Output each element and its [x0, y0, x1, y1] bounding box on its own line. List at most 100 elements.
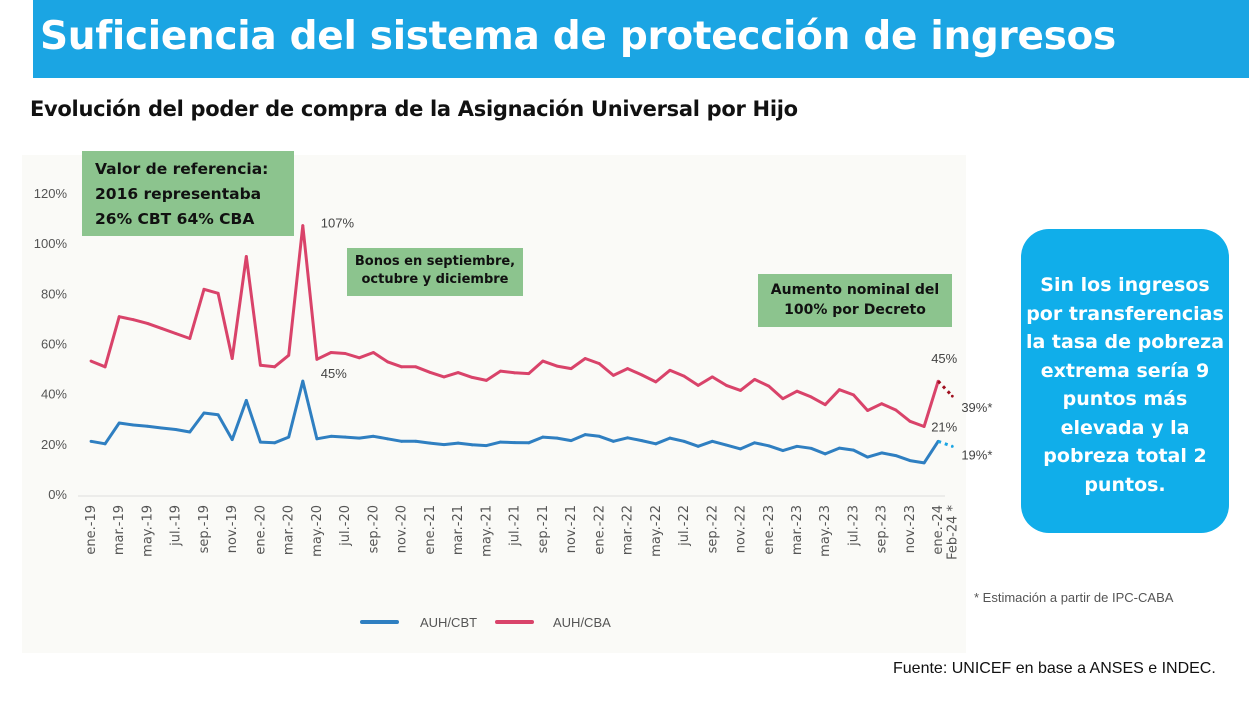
data-point — [767, 384, 771, 388]
x-tick-label: mar.-23 — [790, 505, 805, 555]
data-point — [880, 402, 884, 406]
x-tick-label: jul.-23 — [846, 505, 861, 547]
data-point — [809, 395, 813, 399]
data-point — [753, 441, 757, 445]
data-point — [922, 461, 926, 465]
y-tick-label: 0% — [48, 487, 67, 502]
annotation-line: Aumento nominal del — [770, 282, 940, 298]
x-tick-label: sep.-22 — [705, 505, 720, 553]
data-point — [414, 439, 418, 443]
data-point — [597, 434, 601, 438]
annotation-line: Valor de referencia: — [95, 160, 269, 178]
data-point — [767, 444, 771, 448]
data-point — [188, 430, 192, 434]
data-point — [781, 449, 785, 453]
data-point — [894, 454, 898, 458]
x-tick-label: ene.-20 — [253, 505, 268, 555]
data-point-estimate — [950, 444, 954, 448]
data-point — [626, 436, 629, 440]
y-tick-label: 60% — [41, 337, 67, 352]
x-tick-label: sep.-23 — [875, 505, 890, 553]
x-tick-label: nov.-23 — [903, 505, 918, 553]
y-tick-label: 40% — [41, 387, 67, 402]
data-point — [202, 287, 206, 291]
data-label: 21% — [931, 419, 957, 434]
data-point — [710, 439, 714, 443]
x-tick-label: nov.-19 — [225, 505, 240, 553]
data-point — [654, 380, 658, 384]
title-bar — [33, 0, 1249, 78]
data-point — [146, 424, 149, 428]
data-point — [400, 365, 404, 369]
x-tick-label: may.-23 — [818, 505, 833, 557]
data-point — [117, 315, 121, 319]
data-point — [725, 443, 728, 447]
legend-label: AUH/CBT — [420, 615, 477, 630]
data-point — [89, 439, 93, 443]
data-point — [527, 441, 531, 445]
data-point — [470, 443, 474, 447]
data-point — [103, 365, 107, 369]
data-point — [922, 425, 926, 428]
data-label: 107% — [321, 216, 355, 231]
data-point — [202, 411, 206, 415]
data-point-estimate — [950, 394, 954, 398]
data-point — [160, 327, 164, 330]
data-point — [626, 367, 629, 370]
data-point — [555, 436, 559, 440]
data-point — [230, 438, 234, 441]
data-point — [343, 435, 347, 439]
x-tick-label: may.-22 — [649, 505, 664, 557]
data-point — [188, 337, 192, 340]
data-point — [244, 255, 248, 258]
data-point — [555, 364, 559, 368]
data-point — [541, 359, 545, 363]
data-point — [174, 428, 178, 431]
data-point — [259, 363, 262, 367]
data-point — [583, 433, 587, 436]
data-label: 45% — [931, 351, 957, 366]
estimate-line — [937, 439, 953, 448]
x-tick-label: may.-21 — [479, 505, 494, 557]
data-point — [696, 444, 700, 448]
data-point — [230, 357, 234, 360]
data-point — [837, 446, 841, 450]
annotation-reference-value: Valor de referencia: 2016 representaba 2… — [82, 151, 294, 236]
data-point — [216, 413, 220, 417]
data-point — [273, 365, 276, 369]
data-point — [668, 368, 672, 372]
x-tick-label: jul.-20 — [338, 505, 353, 547]
data-point — [781, 397, 785, 401]
annotation-nominal-increase: Aumento nominal del 100% por Decreto — [758, 274, 952, 327]
data-point — [795, 444, 799, 448]
x-tick-label: mar.-19 — [112, 505, 127, 555]
data-point — [442, 375, 446, 379]
data-label: 39%* — [961, 400, 992, 415]
data-point — [428, 441, 432, 445]
data-point — [696, 383, 700, 387]
data-point — [499, 440, 502, 444]
data-point — [682, 374, 686, 378]
annotation-bonuses: Bonos en septiembre, octubre y diciembre — [347, 248, 523, 296]
data-point — [357, 436, 361, 440]
data-point — [739, 389, 742, 392]
estimate-footnote: * Estimación a partir de IPC-CABA — [974, 590, 1174, 605]
data-point — [315, 437, 319, 441]
annotation-line: octubre y diciembre — [361, 272, 509, 287]
data-point — [880, 451, 884, 455]
x-tick-label: ene.-22 — [592, 505, 607, 555]
legend-label: AUH/CBA — [553, 615, 611, 630]
data-point — [386, 437, 389, 441]
data-point — [569, 439, 573, 442]
data-label: 19%* — [961, 447, 992, 462]
data-point — [894, 408, 898, 412]
data-point — [244, 399, 248, 402]
x-tick-label: ene.-21 — [423, 505, 438, 555]
x-tick-label: jul.-22 — [677, 505, 692, 547]
x-tick-label: Feb-24 * — [945, 505, 960, 560]
data-point — [484, 444, 488, 447]
data-point — [301, 379, 305, 383]
series-line-auh-cbt — [90, 379, 940, 465]
data-point — [456, 371, 460, 374]
